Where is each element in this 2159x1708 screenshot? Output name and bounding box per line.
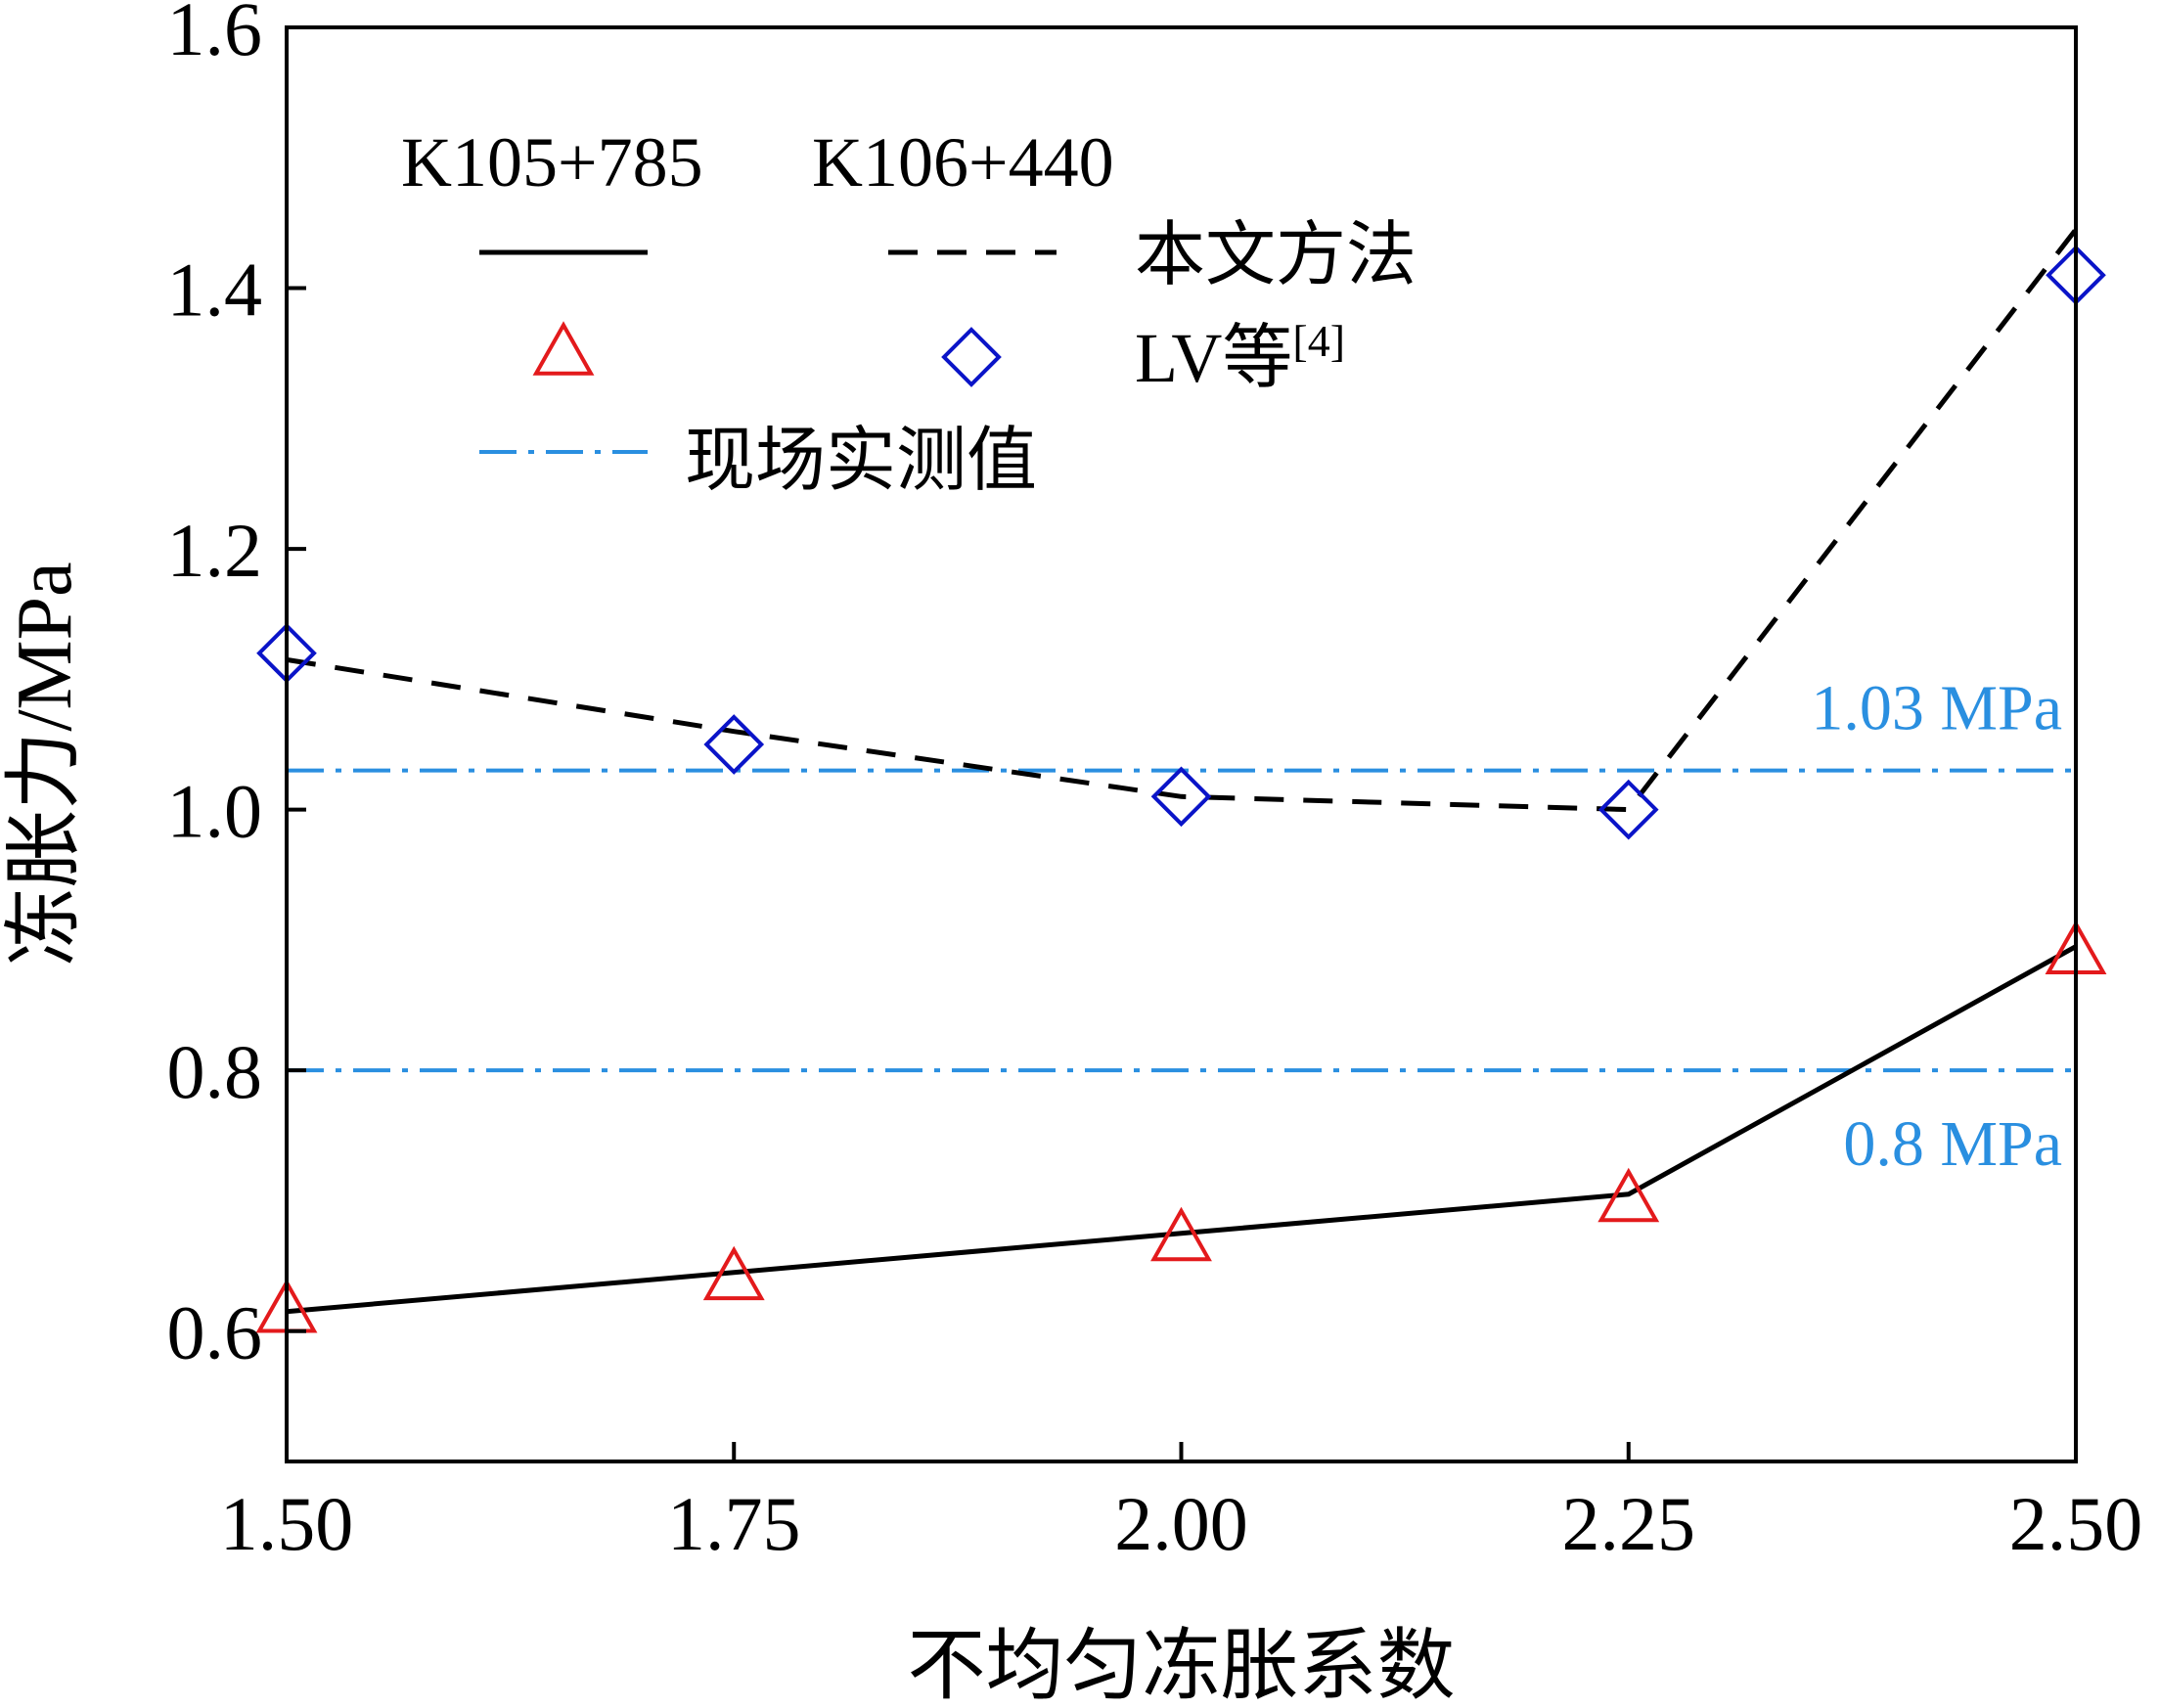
series-line-1 [286,228,2078,813]
y-tick-label-1: 0.8 [167,1029,263,1114]
y-tick-label-5: 1.6 [167,0,263,71]
x-axis-title: 不均匀冻胀系数 [908,1624,1456,1708]
reference-line-label-1: 0.8 MPa [1843,1108,2062,1180]
x-tick-label-3: 2.25 [1562,1481,1696,1566]
series-markers [255,245,2107,1333]
y-tick-label-2: 1.0 [167,769,263,854]
x-tick-label-1: 1.75 [667,1481,801,1566]
legend-swatch-diamond [941,327,1002,387]
x-tick-label-0: 1.50 [220,1481,354,1566]
legend-label-lv: LV等[4] [1135,316,1345,397]
series-marker-3-3 [1597,779,1659,840]
y-axis-title: 冻胀力/MPa [2,562,88,966]
legend-column-header-k106: K106+440 [812,123,1114,202]
legend-label-method: 本文方法 [1135,216,1417,294]
legend-swatch-triangle [532,321,595,376]
legend-label-field: 现场实测值 [685,422,1037,500]
series-marker-2-2 [1150,1206,1212,1262]
x-tick-label-4: 2.50 [2009,1481,2143,1566]
legend-column-header-k105: K105+785 [401,123,703,202]
y-tick-label-3: 1.2 [167,508,263,593]
y-tick-label-0: 0.6 [167,1290,263,1375]
series-marker-2-3 [1597,1167,1660,1223]
x-tick-label-2: 2.00 [1114,1481,1248,1566]
reference-line-label-0: 1.03 MPa [1811,673,2062,744]
axis-ticks: 1.50 1.75 2.00 2.25 2.50 0.6 0.8 1.0 1.2 1.4 1.6 [167,0,2143,1566]
reference-lines: 1.03 MPa 0.8 MPa [287,673,2076,1180]
series-lines [286,228,2078,1315]
legend-label-lv-superscript: [4] [1292,316,1345,366]
series-marker-2-1 [702,1245,765,1301]
legend-label-lv-text: LV等 [1135,319,1292,397]
series-marker-3-2 [1150,766,1212,828]
legend: K105+785 K106+440 本文方法 LV等[4] 现场实测值 [401,123,1417,500]
series-marker-3-1 [703,714,765,775]
y-tick-label-4: 1.4 [167,247,263,333]
series-line-0 [286,944,2078,1315]
